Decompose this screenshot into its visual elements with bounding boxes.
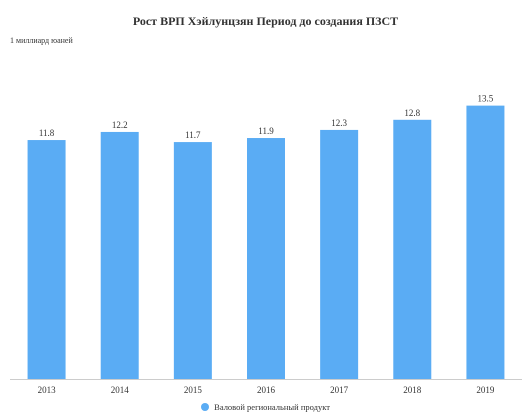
legend-label: Валовой региональный продукт: [214, 402, 330, 412]
x-tick-label-2016: 2016: [257, 385, 276, 395]
bar-2016[interactable]: [247, 138, 285, 379]
legend-marker-icon: [201, 403, 210, 411]
data-label-2013: 11.8: [39, 128, 55, 138]
chart-title: Рост ВРП Хэйлунцзян Период до создания П…: [132, 14, 399, 28]
x-tick-label-2014: 2014: [111, 385, 130, 395]
data-label-2015: 11.7: [185, 130, 201, 140]
data-label-2016: 11.9: [258, 126, 274, 136]
bar-2014[interactable]: [100, 131, 139, 379]
y-unit-label: 1 миллиард юаней: [10, 36, 73, 45]
legend[interactable]: Валовой региональный продукт: [0, 402, 531, 412]
labels-layer: 11.8 2013 12.2 2014 11.7 2015 11.9 2016 12.3 2017…: [38, 94, 495, 395]
bar-2019[interactable]: [466, 105, 505, 379]
bar-2018[interactable]: [393, 119, 432, 380]
x-tick-label-2017: 2017: [330, 385, 349, 395]
bar-2013[interactable]: [27, 140, 66, 379]
bar-2017[interactable]: [320, 129, 359, 379]
data-label-2019: 13.5: [478, 94, 494, 104]
data-label-2018: 12.8: [404, 108, 420, 118]
x-tick-label-2013: 2013: [38, 385, 57, 395]
bar-2015[interactable]: [173, 142, 212, 379]
x-tick-label-2015: 2015: [184, 385, 203, 395]
bars-layer: [27, 105, 505, 380]
data-label-2017: 12.3: [331, 118, 347, 128]
x-tick-label-2019: 2019: [476, 385, 495, 395]
data-label-2014: 12.2: [112, 120, 128, 130]
x-tick-label-2018: 2018: [403, 385, 422, 395]
